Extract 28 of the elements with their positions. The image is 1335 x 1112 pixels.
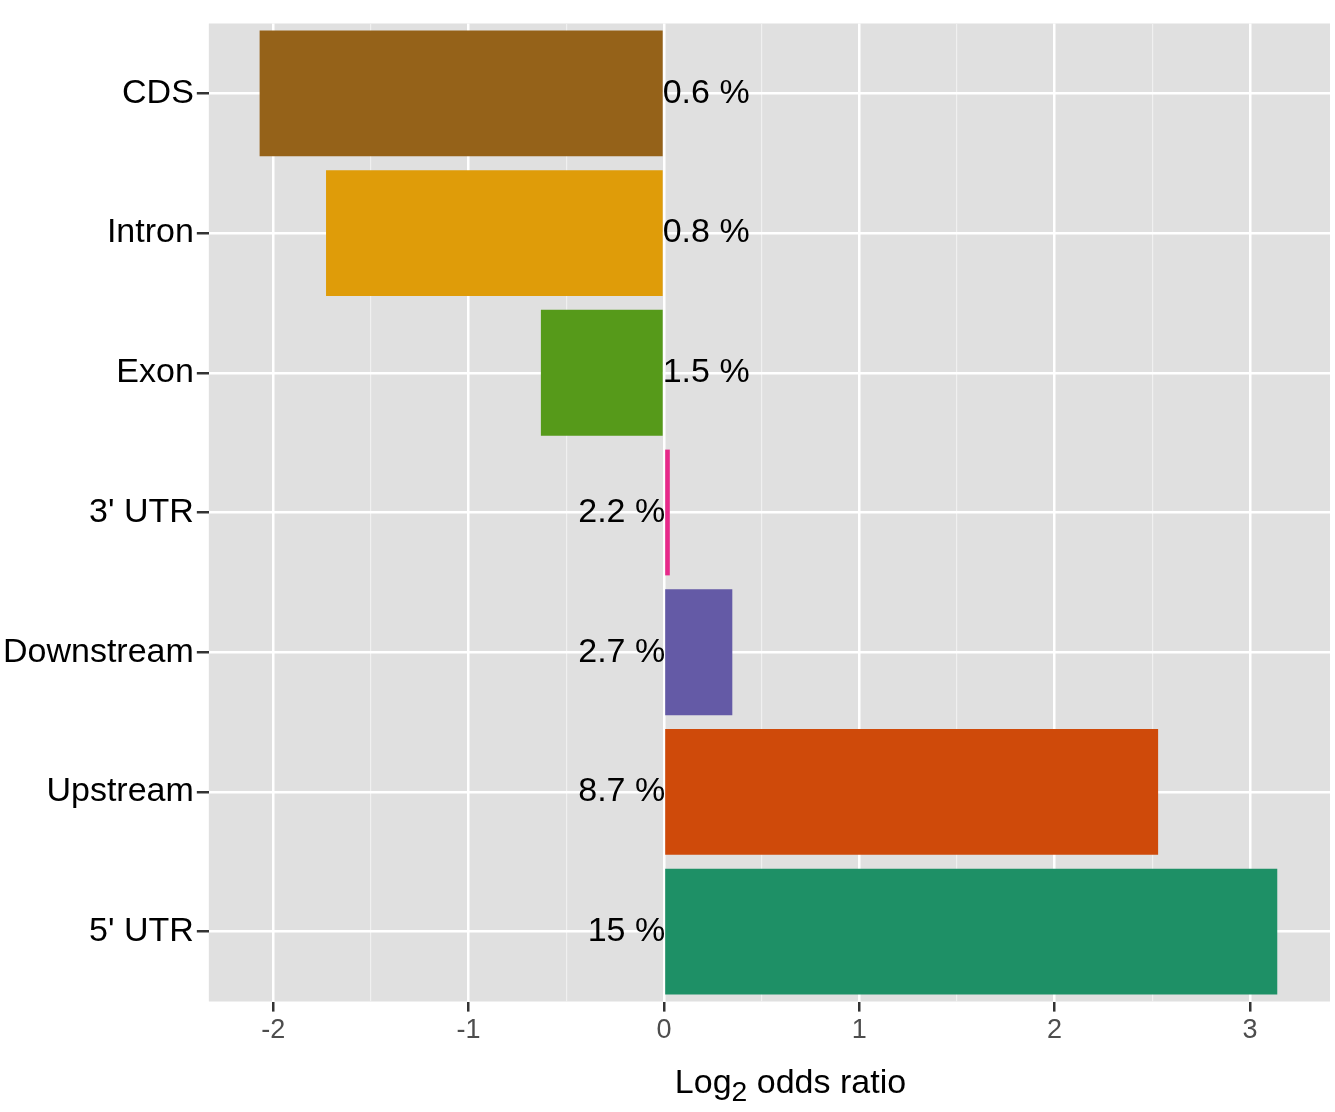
x-tick-label: 3 <box>1242 1014 1258 1045</box>
bar <box>665 589 733 716</box>
annotation: 8.7 % <box>578 770 666 809</box>
annotation: 2.2 % <box>578 490 666 529</box>
bar <box>259 30 663 157</box>
annotation: 0.6 % <box>662 71 750 110</box>
annotation: 0.8 % <box>662 211 750 250</box>
y-tick-label: 5' UTR <box>89 910 194 949</box>
bar <box>665 729 1159 855</box>
y-tick-label: Intron <box>106 211 194 250</box>
x-tick-label: 0 <box>656 1014 672 1045</box>
y-tick-label: Exon <box>116 351 194 390</box>
x-axis-title: Log$_{2}$ odds ratio <box>673 1062 908 1108</box>
bar <box>540 309 663 436</box>
y-tick-label: CDS <box>122 71 194 110</box>
x-tick-label: 2 <box>1047 1014 1063 1045</box>
bar <box>665 868 1278 995</box>
bar <box>326 170 663 296</box>
annotation: 15 % <box>587 910 666 949</box>
annotation: 1.5 % <box>662 351 750 390</box>
annotation: 2.7 % <box>578 630 666 669</box>
x-tick-label: -2 <box>261 1014 286 1045</box>
y-tick-label: 3' UTR <box>89 490 194 529</box>
y-tick-label: Downstream <box>2 630 194 669</box>
bar <box>665 449 670 576</box>
x-tick-label: -1 <box>456 1014 481 1045</box>
x-tick-label: 1 <box>851 1014 867 1045</box>
y-tick-label: Upstream <box>46 770 194 809</box>
